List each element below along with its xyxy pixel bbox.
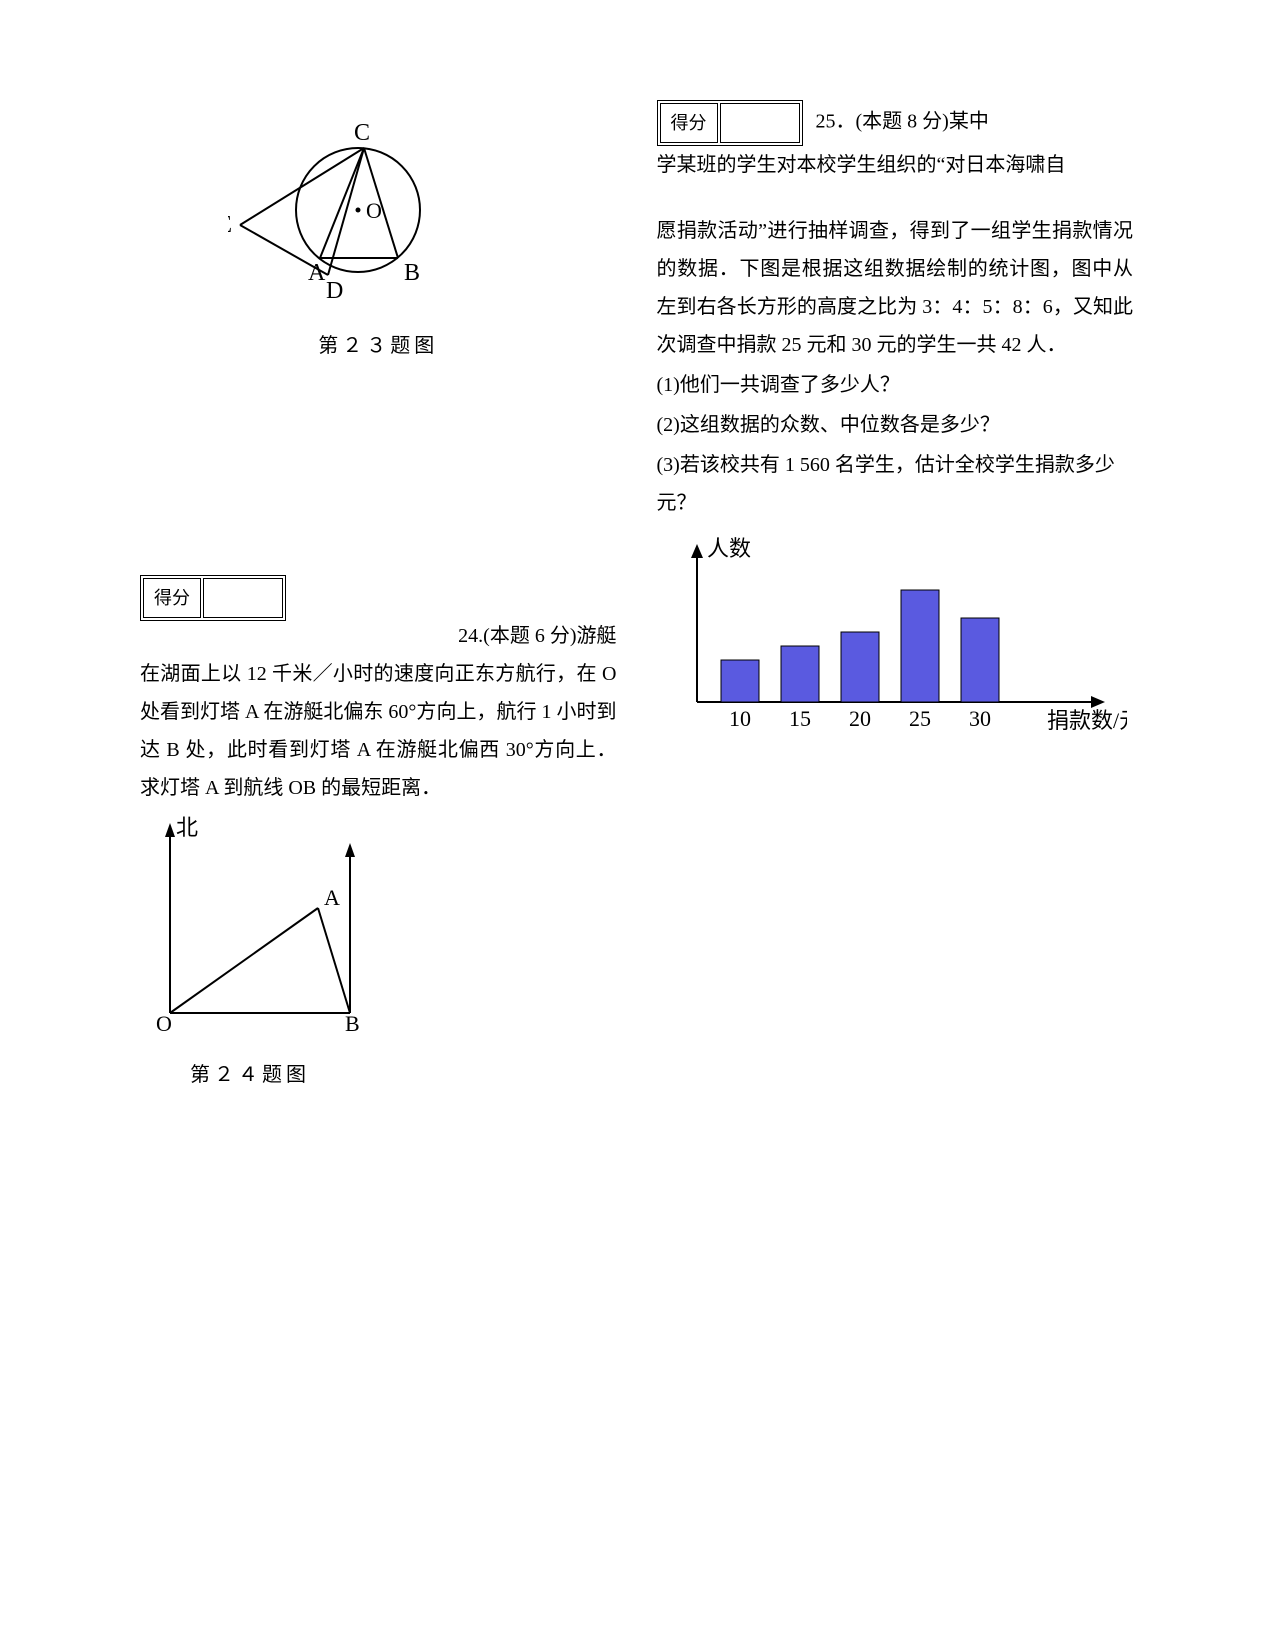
chart-25: 10 15 20 25 30 人数捐款数/元 bbox=[657, 532, 1134, 765]
figure-23-caption: 第２３题图 bbox=[140, 327, 617, 365]
q25-header: 得分 25．(本题 8 分)某中 学某班的学生对本校学生组织的“对日本海啸自 bbox=[657, 100, 1134, 184]
tick-15: 15 bbox=[789, 706, 811, 731]
y-axis-arrow bbox=[691, 544, 703, 558]
bar-15 bbox=[781, 646, 819, 702]
label-o: O bbox=[366, 198, 382, 223]
bar-30 bbox=[961, 618, 999, 702]
q24-header: 得分 24.(本题 6 分)游艇 bbox=[140, 575, 617, 655]
q25-p1: 愿捐款活动”进行抽样调查，得到了一组学生捐款情况的数据．下图是根据这组数据绘制的… bbox=[657, 212, 1134, 364]
q25-body: 愿捐款活动”进行抽样调查，得到了一组学生捐款情况的数据．下图是根据这组数据绘制的… bbox=[657, 212, 1134, 522]
label-o24: O bbox=[156, 1011, 172, 1036]
line-ba bbox=[318, 908, 350, 1013]
gap bbox=[657, 184, 1134, 212]
x-axis-label: 捐款数/元 bbox=[1047, 708, 1127, 733]
bar-10 bbox=[721, 660, 759, 702]
label-a: A bbox=[308, 260, 326, 286]
score-label-25: 得分 bbox=[660, 103, 718, 143]
bar-25 bbox=[901, 590, 939, 702]
tick-20: 20 bbox=[849, 706, 871, 731]
figure-23: C E O A D B 第２３题图 bbox=[140, 100, 617, 365]
score-blank-25 bbox=[720, 103, 800, 143]
arrow-b bbox=[345, 843, 355, 857]
x-axis-arrow bbox=[1091, 696, 1105, 708]
label-b: B bbox=[404, 260, 420, 286]
figure-24: 北 A O B 第２４题图 bbox=[140, 813, 617, 1094]
label-e: E bbox=[228, 212, 232, 238]
chart-25-svg: 10 15 20 25 30 人数捐款数/元 bbox=[657, 532, 1127, 752]
score-blank bbox=[203, 578, 283, 618]
tick-30: 30 bbox=[969, 706, 991, 731]
q25-q2: (2)这组数据的众数、中位数各是多少？ bbox=[657, 406, 1134, 444]
q25-q1: (1)他们一共调查了多少人？ bbox=[657, 366, 1134, 404]
score-box-25: 得分 bbox=[657, 100, 803, 146]
q25-lead: 学某班的学生对本校学生组织的“对日本海啸自 bbox=[657, 146, 1134, 184]
q25-q3: (3)若该校共有 1 560 名学生，估计全校学生捐款多少元？ bbox=[657, 446, 1134, 522]
label-a24: A bbox=[324, 885, 340, 910]
score-label: 得分 bbox=[143, 578, 201, 618]
label-north: 北 bbox=[176, 815, 198, 840]
line-oa bbox=[170, 908, 318, 1013]
score-box-24: 得分 bbox=[140, 575, 286, 621]
line-ca bbox=[320, 148, 364, 258]
label-c: C bbox=[354, 120, 370, 146]
figure-24-caption: 第２４题图 bbox=[190, 1056, 617, 1094]
y-axis-label: 人数 bbox=[707, 536, 751, 561]
q25-heading: 25．(本题 8 分)某中 bbox=[816, 111, 989, 133]
figure-24-svg: 北 A O B bbox=[140, 813, 400, 1043]
figure-23-svg: C E O A D B bbox=[228, 100, 528, 310]
arrow-north bbox=[165, 823, 175, 837]
tick-10: 10 bbox=[729, 706, 751, 731]
bar-20 bbox=[841, 632, 879, 702]
q24-heading: 24.(本题 6 分)游艇 bbox=[458, 625, 616, 647]
label-b24: B bbox=[345, 1011, 360, 1036]
label-d: D bbox=[326, 278, 343, 304]
tick-25: 25 bbox=[909, 706, 931, 731]
spacer bbox=[140, 395, 617, 575]
center-dot bbox=[356, 208, 361, 213]
q24-body: 在湖面上以 12 千米／小时的速度向正东方航行，在 O 处看到灯塔 A 在游艇北… bbox=[140, 655, 617, 807]
